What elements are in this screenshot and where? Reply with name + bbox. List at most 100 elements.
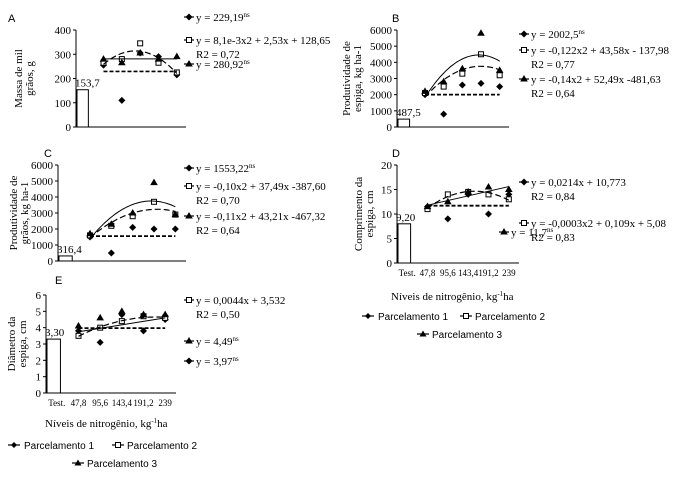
data-point <box>140 327 147 335</box>
equation-marker <box>185 337 193 344</box>
y-tick-label: 6000 <box>31 160 54 172</box>
equation-r2: R2 = 0,72 <box>196 49 240 61</box>
y-tick-label: 5000 <box>31 176 54 188</box>
data-point <box>444 215 452 223</box>
y-tick-label: 0 <box>36 388 42 400</box>
control-bar-label: 3,30 <box>45 327 65 339</box>
data-point <box>136 49 144 56</box>
equation-1: y = 2002,5ns <box>519 28 585 41</box>
y-tick-label: 2 <box>36 355 42 367</box>
y-axis-label-line1: Produtividade de <box>8 175 20 250</box>
x-axis-label-unit: ha <box>503 291 514 303</box>
equation-marker <box>520 75 528 82</box>
data-point <box>485 191 492 198</box>
data-point <box>107 249 115 257</box>
data-point <box>75 327 82 335</box>
x-axis-label-unit: ha <box>157 418 168 430</box>
panel-a-massa-mil-graos: A 0 100 200 300 400 Massa de mil grãos, g 153,7 y… <box>8 11 331 134</box>
equation-marker <box>185 60 193 67</box>
panel-letter: C <box>44 148 52 160</box>
equation-marker <box>520 30 528 38</box>
equation-1: y = 0,0044x + 3,532 R2 = 0,50 <box>184 295 285 321</box>
data-point <box>439 77 448 85</box>
control-bar <box>397 118 411 128</box>
equation-2: y = -0,0003x2 + 0,109x + 5,08 R2 = 0,83 <box>519 218 667 244</box>
control-bar-label: 487,5 <box>396 107 421 119</box>
x-axis-label-sup: -1 <box>497 290 503 298</box>
y-tick-label: 6 <box>36 290 42 302</box>
equation-marker <box>186 297 192 303</box>
data-point <box>505 190 513 198</box>
legend-label-s1: Parcelamento 1 <box>24 441 94 452</box>
y-tick-label: 3000 <box>31 208 54 220</box>
data-point <box>99 55 108 62</box>
control-bar <box>46 338 61 394</box>
legend-label-s1: Parcelamento 1 <box>378 312 448 323</box>
legend-label-s3: Parcelamento 3 <box>87 459 157 470</box>
data-point <box>118 58 126 66</box>
y-tick-label: 10 <box>381 209 393 221</box>
data-point <box>458 81 466 89</box>
square-marker-icon <box>463 313 469 319</box>
y-axis-label-line2: espiga, cm <box>364 190 376 237</box>
control-bar <box>58 255 73 262</box>
equation-2: y = -0,10x2 + 37,49x -387,60 R2 = 0,70 <box>184 181 326 207</box>
legend-item-s3: Parcelamento 3 <box>417 330 502 341</box>
control-bar-label: 316,4 <box>57 244 82 256</box>
data-point <box>477 29 485 36</box>
fit-line-linear <box>427 186 509 206</box>
data-point <box>421 87 429 94</box>
equation-text: y = 3,97ns <box>196 355 239 368</box>
equation-3: y = 3,97ns <box>184 355 239 368</box>
equation-text: y = 1553,22ns <box>196 162 255 175</box>
equation-marker <box>185 357 193 365</box>
control-bar <box>397 223 412 264</box>
equation-marker <box>500 228 508 235</box>
panel-c-produtividade-graos: C 0 1000 2000 3000 4000 5000 6000 Produtividade … <box>8 148 326 268</box>
legend-label-s2: Parcelamento 2 <box>127 441 197 452</box>
y-axis-label-line2: espiga, kg ha-1 <box>352 45 364 112</box>
y-tick-label: 0 <box>387 122 393 134</box>
series-2 <box>422 51 503 97</box>
legend-item-s2: Parcelamento 2 <box>112 441 197 452</box>
legend-item-s1: Parcelamento 1 <box>8 441 94 452</box>
equation-marker <box>520 178 528 186</box>
y-tick-label: 1000 <box>370 106 393 118</box>
control-bar-label: 153,7 <box>75 78 100 90</box>
y-tick-label: 6000 <box>370 25 393 37</box>
equation-3: y = 280,92ns <box>184 58 250 71</box>
equation-1: y = 0,0214x + 10,773 R2 = 0,84 <box>519 177 626 203</box>
equation-text: y = -0,122x2 + 43,58x - 137,98 <box>531 45 669 57</box>
legend-item-s3: Parcelamento 3 <box>72 459 157 470</box>
equation-r2: R2 = 0,50 <box>196 309 240 321</box>
equation-marker <box>185 212 193 219</box>
square-marker-icon <box>115 442 121 448</box>
diamond-marker-icon <box>11 442 17 448</box>
equation-text: y = 11,7ns <box>511 226 554 239</box>
y-tick-label: 4000 <box>31 192 54 204</box>
y-tick-label: 0 <box>48 256 54 268</box>
data-point <box>171 210 180 218</box>
legend-item-s1: Parcelamento 1 <box>362 312 448 323</box>
series-2 <box>87 198 179 239</box>
x-tick-label: 95,6 <box>440 268 456 278</box>
y-tick-label: 1 <box>36 372 42 384</box>
equation-r2: R2 = 0,77 <box>531 59 575 71</box>
equation-2: y = -0,122x2 + 43,58x - 137,98 R2 = 0,77 <box>519 45 669 71</box>
x-axis-label-sup: -1 <box>151 417 157 425</box>
legend-left: Parcelamento 1 Parcelamento 2 Parcelamen… <box>8 441 197 470</box>
equation-marker <box>185 164 193 172</box>
control-bar <box>76 89 89 128</box>
y-tick-label: 0 <box>387 258 393 270</box>
y-axis-label-line2: grãos, g <box>24 61 36 96</box>
equation-2: y = 4,49ns <box>184 335 239 348</box>
y-tick-label: 200 <box>55 74 72 86</box>
equation-text: y = 0,0044x + 3,532 <box>196 295 285 307</box>
fit-line-s3 <box>424 54 500 98</box>
data-point <box>173 69 180 76</box>
x-axis-label-text: Níveis de nitrogênio, kg <box>45 418 152 430</box>
panel-d-comprimento-espiga: D 0 5 10 15 20 Comprimento da espiga, cm Test. 47… <box>353 148 667 278</box>
data-point <box>477 79 485 87</box>
x-axis-label-text: Níveis de nitrogênio, kg <box>391 291 498 303</box>
